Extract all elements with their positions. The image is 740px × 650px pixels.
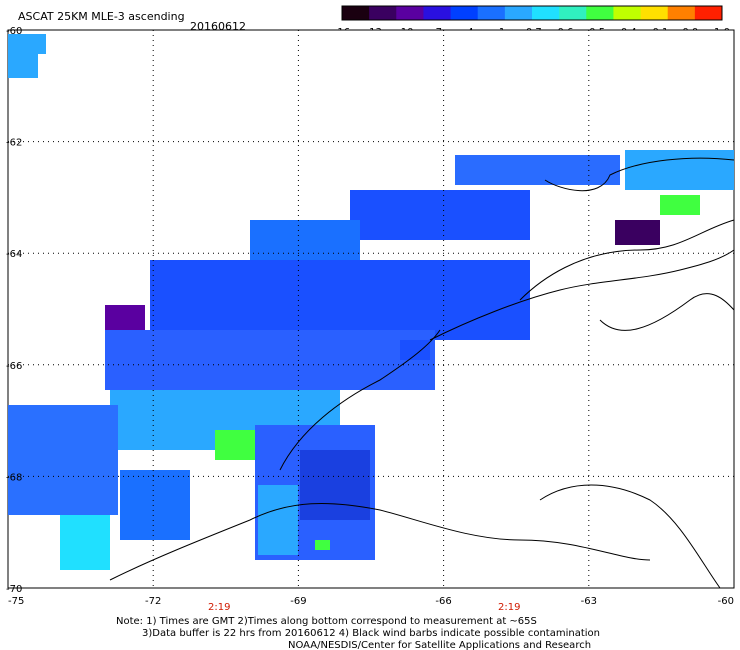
colorbar-swatch [613, 6, 642, 20]
colorbar-swatch [586, 6, 614, 20]
swath-block [120, 470, 190, 540]
swath-block [455, 155, 620, 185]
coastline-east [429, 249, 735, 341]
colorbar-swatch [667, 6, 696, 20]
coastline [109, 157, 735, 589]
swath-block [105, 330, 435, 390]
colorbar [341, 5, 723, 21]
swath-block [400, 340, 430, 360]
swath-block [625, 150, 734, 190]
colorbar-swatch [504, 6, 533, 20]
swath-block [150, 260, 530, 340]
lat-lon-grid [8, 30, 734, 588]
coastline-west [279, 329, 441, 471]
swath-block [258, 485, 298, 555]
coastline-south [109, 502, 651, 581]
colorbar-border [341, 5, 723, 21]
map-area [7, 29, 735, 589]
colorbar-swatch [640, 6, 669, 20]
lon-label: -75 [8, 596, 24, 607]
colorbar-swatch [450, 6, 479, 20]
coastline-ice-shelf [539, 484, 721, 589]
coastline-north [544, 157, 735, 192]
pass-time-left: 2:19 [208, 602, 230, 613]
wind-data-swath [8, 34, 734, 570]
colorbar-swatch [423, 6, 452, 20]
colorbar-swatch [477, 6, 506, 20]
lon-label: -63 [581, 596, 597, 607]
pass-time-right: 2:19 [498, 602, 520, 613]
swath-block [350, 190, 530, 240]
note-line-3: NOAA/NESDIS/Center for Satellite Applica… [288, 640, 591, 650]
colorbar-swatch [559, 6, 587, 20]
swath-block [215, 430, 255, 460]
swath-block [8, 405, 118, 515]
lat-label: -62 [6, 138, 22, 149]
swath-block [8, 54, 38, 78]
latitude-labels: -60 -62 -64 -66 -68 -70 [6, 26, 22, 595]
swath-block [8, 34, 46, 54]
colorbar-swatch [369, 6, 397, 20]
lat-label: -70 [6, 584, 22, 595]
colorbar-swatch [532, 6, 560, 20]
colorbar-swatch [694, 6, 723, 20]
colorbar-swatch [342, 6, 370, 20]
note-line-2: 3)Data buffer is 22 hrs from 20160612 4)… [142, 628, 600, 639]
lat-label: -68 [6, 472, 22, 483]
swath-block [60, 515, 110, 570]
swath-block [660, 195, 700, 215]
swath-block [615, 220, 660, 245]
colorbar-swatch [396, 6, 424, 20]
lat-label: -66 [6, 361, 22, 372]
lat-label: -64 [6, 249, 22, 260]
lon-label: -69 [290, 596, 306, 607]
product-title: ASCAT 25KM MLE-3 ascending [18, 10, 185, 23]
lat-label: -60 [6, 26, 22, 37]
coastline-peninsula [519, 219, 735, 301]
swath-block [315, 540, 330, 550]
note-line-1: Note: 1) Times are GMT 2)Times along bot… [116, 616, 537, 627]
lon-label: -66 [435, 596, 451, 607]
lon-label: -72 [145, 596, 161, 607]
swath-block [300, 450, 370, 520]
longitude-labels: -75 -72 -69 -66 -63 -60 [8, 596, 734, 607]
coastline-inland [599, 293, 735, 331]
lon-label: -60 [718, 596, 734, 607]
